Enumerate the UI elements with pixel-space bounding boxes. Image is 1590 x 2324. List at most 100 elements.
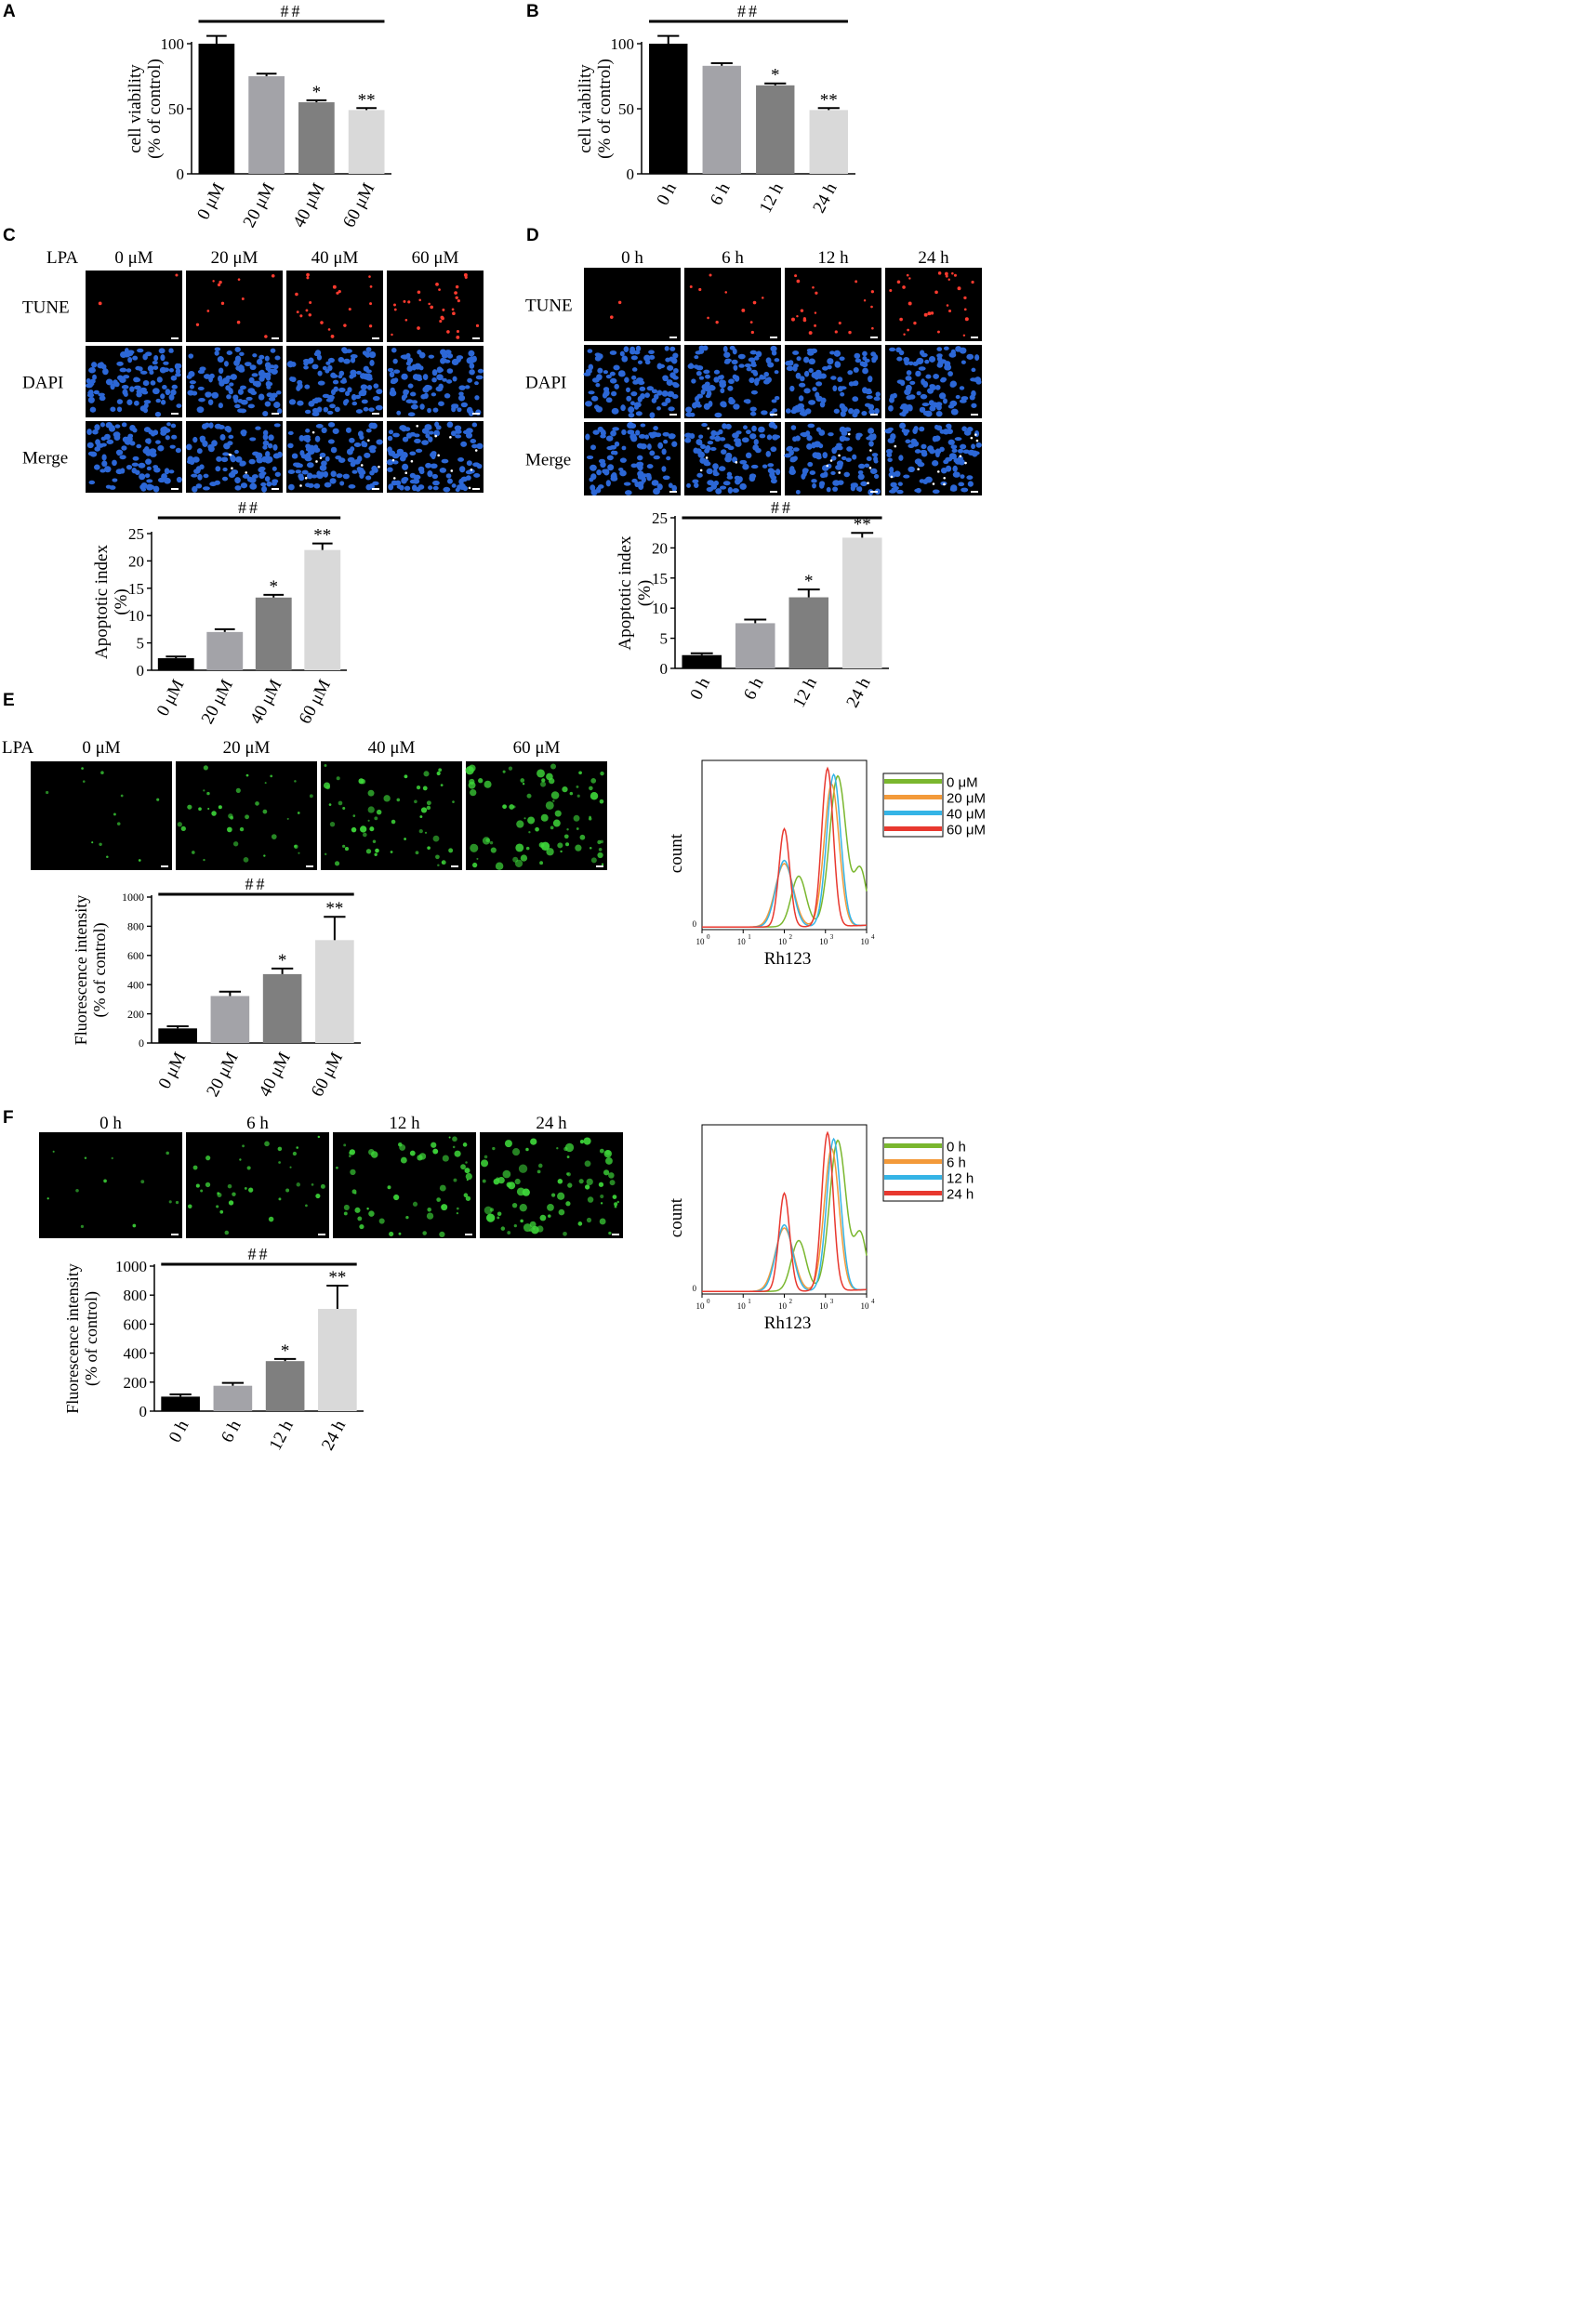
rh123-cell — [587, 1196, 594, 1203]
rh123-cell — [468, 764, 476, 772]
nucleus — [239, 460, 246, 467]
tunel-dot — [946, 304, 949, 307]
apoptotic-cell — [449, 436, 452, 439]
scale-bar — [971, 491, 978, 493]
nucleus — [664, 346, 669, 351]
rh123-cell — [522, 783, 525, 786]
nucleus — [712, 469, 718, 475]
rh123-cell — [268, 1216, 274, 1222]
nucleus — [914, 449, 921, 454]
nucleus — [417, 375, 422, 382]
nucleus — [234, 347, 241, 352]
nucleus — [469, 369, 475, 376]
nucleus — [142, 379, 150, 387]
nucleus — [405, 361, 412, 366]
nucleus — [251, 474, 258, 479]
nucleus — [101, 454, 107, 461]
nucleus — [349, 437, 355, 443]
rh123-cell — [374, 816, 378, 821]
scale-bar — [971, 414, 978, 416]
nucleus — [595, 405, 603, 413]
legend-label: 24 h — [947, 1187, 974, 1203]
rh123-cell — [464, 1168, 470, 1174]
nucleus — [143, 400, 152, 404]
nucleus — [431, 473, 439, 480]
bar — [318, 1309, 357, 1411]
rh123-cell — [422, 1231, 427, 1235]
rh123-cell — [515, 843, 524, 852]
nucleus — [774, 358, 780, 363]
nucleus — [131, 462, 139, 467]
nucleus — [110, 406, 116, 412]
nucleus — [811, 442, 816, 449]
apoptotic-cell — [964, 461, 967, 465]
nucleus — [132, 456, 139, 461]
nucleus — [887, 457, 893, 463]
nucleus — [333, 386, 338, 392]
rh123-cell — [576, 827, 579, 830]
nucleus — [197, 473, 203, 481]
nucleus — [222, 452, 230, 456]
nucleus — [640, 392, 645, 400]
bar — [262, 973, 302, 1043]
nucleus — [769, 411, 775, 416]
nucleus — [433, 429, 441, 437]
nucleus — [476, 463, 483, 469]
nucleus — [934, 424, 939, 430]
tunel-dot — [963, 308, 967, 311]
nucleus — [588, 390, 595, 395]
nucleus — [657, 442, 664, 449]
nucleus — [318, 471, 325, 477]
nucleus — [620, 404, 626, 412]
nucleus — [840, 410, 846, 417]
nucleus — [643, 354, 651, 362]
tunel-dot — [369, 302, 373, 306]
nucleus — [745, 429, 751, 435]
nucleus — [150, 452, 157, 457]
nucleus — [727, 385, 734, 391]
rh123-cell — [579, 1140, 585, 1144]
rh123-cell — [383, 795, 391, 802]
nucleus — [457, 484, 461, 491]
nucleus — [115, 449, 124, 456]
nucleus — [666, 456, 671, 461]
nucleus — [828, 432, 834, 437]
tunel-dot — [870, 305, 873, 309]
nucleus — [387, 435, 393, 442]
nucleus — [818, 443, 824, 449]
nucleus — [798, 382, 806, 388]
nucleus — [136, 391, 142, 398]
nucleus — [750, 464, 759, 469]
y-tick-label: 200 — [124, 1374, 148, 1392]
nucleus — [401, 373, 408, 380]
nucleus — [852, 396, 859, 403]
nucleus — [649, 412, 656, 419]
nucleus — [692, 479, 699, 483]
nucleus — [854, 352, 861, 359]
y-axis-label-line: Fluorescence intensity — [72, 895, 90, 1045]
scale-bar — [770, 414, 777, 416]
nucleus — [653, 488, 660, 495]
nucleus — [605, 374, 612, 379]
micrograph-tunel — [684, 268, 781, 341]
nucleus — [245, 396, 253, 401]
nucleus — [208, 422, 214, 429]
tunel-dot — [403, 299, 406, 303]
nucleus — [204, 422, 210, 429]
nucleus — [199, 435, 206, 441]
rh123-cell — [352, 814, 356, 817]
nucleus — [927, 445, 934, 453]
significance-star: ** — [358, 90, 376, 110]
nucleus — [98, 392, 105, 397]
nucleus — [651, 389, 658, 394]
column-label: 0 h — [99, 1114, 122, 1133]
rh123-cell — [490, 847, 497, 853]
nucleus — [833, 350, 841, 357]
rh123-cell — [205, 1155, 211, 1161]
y-axis-label-line: (%) — [112, 588, 131, 614]
nucleus — [745, 452, 752, 459]
rh123-cell — [454, 1150, 461, 1157]
nucleus — [638, 483, 644, 490]
